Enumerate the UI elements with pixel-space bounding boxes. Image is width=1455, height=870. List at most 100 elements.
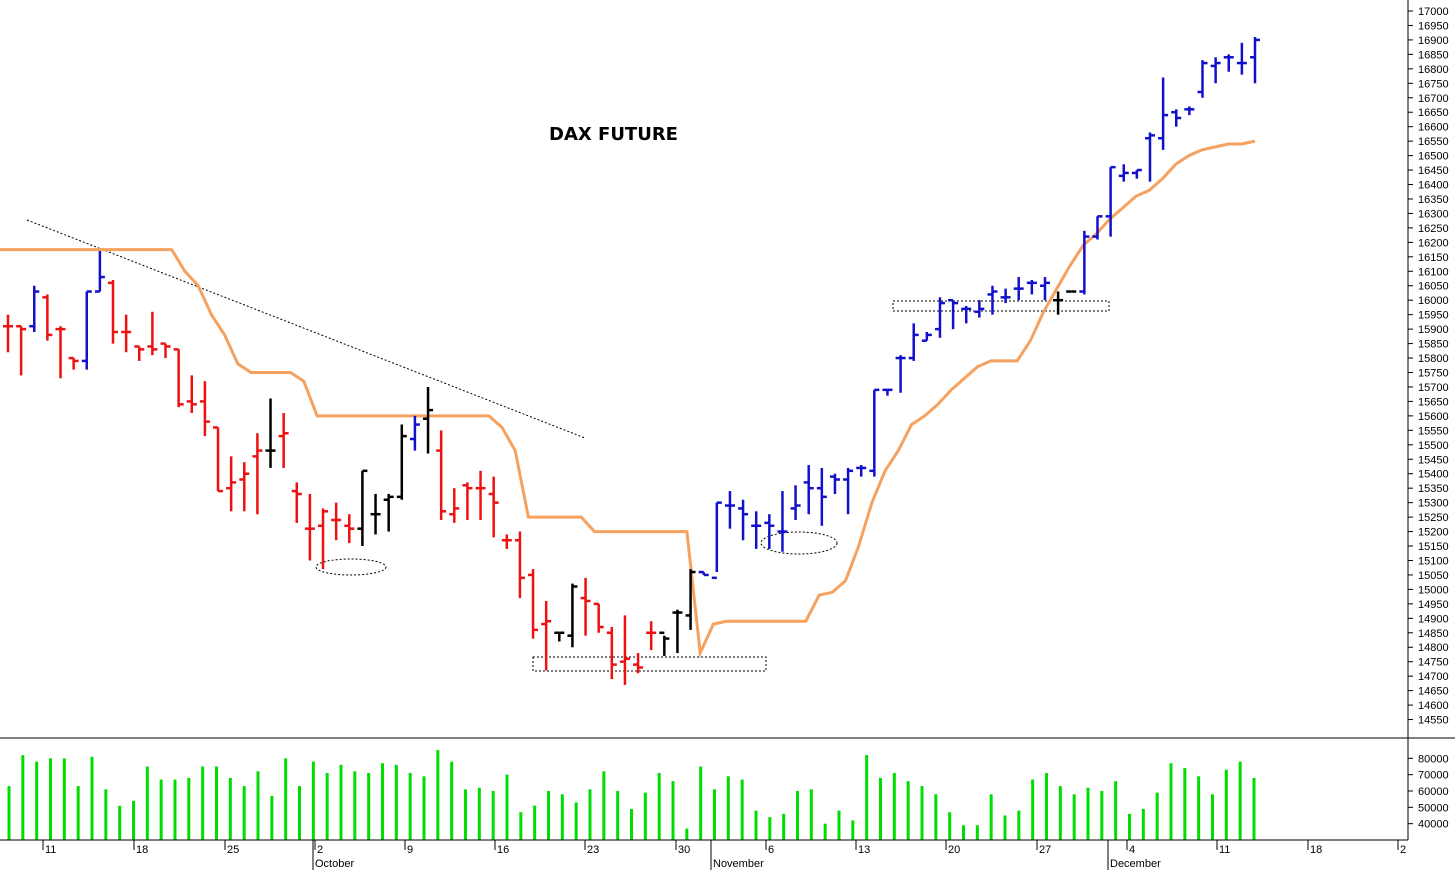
month-label: October (315, 858, 354, 870)
ohlc-bar (383, 493, 394, 532)
price-tick-label: 16550 (1418, 136, 1449, 148)
ohlc-bar (239, 462, 250, 512)
ohlc-bar (488, 476, 499, 538)
ohlc-bar (396, 424, 407, 500)
ohlc-bar (121, 314, 132, 353)
day-label: 4 (1129, 844, 1135, 856)
support-ellipse-november (760, 531, 838, 555)
ohlc-bar (147, 311, 158, 356)
ohlc-bar (921, 332, 932, 342)
price-tick-label: 14700 (1418, 671, 1449, 683)
day-label: 27 (1039, 844, 1051, 856)
month-label: December (1110, 858, 1161, 870)
price-tick-label: 16850 (1418, 49, 1449, 61)
ohlc-bar (1000, 288, 1011, 304)
ohlc-bar (633, 653, 644, 674)
ohlc-bar (252, 433, 263, 515)
day-label: 18 (136, 844, 148, 856)
ohlc-bar (580, 577, 591, 636)
support-ellipse-october (315, 558, 387, 576)
price-tick-label: 15100 (1418, 555, 1449, 567)
ohlc-bar (829, 473, 840, 494)
ohlc-bar (659, 631, 670, 656)
price-tick-label: 15500 (1418, 440, 1449, 452)
price-axis: 14550 14600 14650 14700 14750 14800 14850 14900… (1408, 6, 1449, 727)
price-tick-label: 15700 (1418, 382, 1449, 394)
ohlc-bar (777, 491, 788, 552)
price-tick-label: 16000 (1418, 295, 1449, 307)
price-panel: 14550 14600 14650 14700 14750 14800 14850 14900… (0, 0, 1455, 739)
ohlc-bar (436, 430, 447, 520)
volume-tick-label: 70000 (1418, 770, 1449, 782)
moving-average-line (0, 139, 1256, 659)
ohlc-bar (764, 514, 775, 549)
ohlc-bar (816, 467, 827, 526)
price-tick-label: 14550 (1418, 715, 1449, 727)
ohlc-bar (1184, 106, 1195, 116)
day-label: 9 (407, 844, 413, 856)
ohlc-bar (449, 488, 460, 523)
price-tick-label: 15450 (1418, 454, 1449, 466)
price-tick-label: 14850 (1418, 628, 1449, 640)
ohlc-bar (1079, 230, 1090, 295)
day-label: 20 (948, 844, 960, 856)
ohlc-bar (29, 285, 40, 333)
time-axis: 11 18 25 2 9 16 23 30 6 13 20 27 4 11 18 2 October Novemb… (0, 839, 1408, 870)
ohlc-bar (974, 300, 985, 318)
ohlc-bar (291, 482, 302, 523)
volume-tick-label: 40000 (1418, 819, 1449, 831)
ohlc-bar (357, 469, 368, 547)
day-label: 6 (768, 844, 774, 856)
ohlc-bar (42, 294, 53, 341)
price-tick-label: 14900 (1418, 613, 1449, 625)
ohlc-bar (790, 485, 801, 520)
volume-tick-label: 80000 (1418, 753, 1449, 765)
ohlc-bar (541, 600, 552, 671)
volume-tick-label: 50000 (1418, 802, 1449, 814)
ohlc-bar (1092, 215, 1103, 240)
ohlc-bar (1158, 77, 1169, 150)
ohlc-bar (751, 511, 762, 549)
ohlc-bar (81, 290, 92, 370)
price-tick-label: 15400 (1418, 469, 1449, 481)
ohlc-bar (304, 493, 315, 561)
annotations (26, 219, 1110, 672)
ohlc-bar (685, 569, 696, 630)
ohlc-bar (173, 348, 184, 408)
ohlc-bar (462, 482, 473, 520)
ohlc-bar (1197, 60, 1208, 98)
price-tick-label: 17000 (1418, 6, 1449, 18)
price-tick-label: 16900 (1418, 35, 1449, 47)
ohlc-bar (1144, 132, 1155, 182)
price-tick-label: 15350 (1418, 483, 1449, 495)
price-tick-label: 16700 (1418, 93, 1449, 105)
ohlc-bar (318, 508, 329, 570)
ohlc-bar (199, 381, 210, 437)
volume-panel: 40000 50000 60000 70000 80000 (7, 738, 1449, 840)
ohlc-bar (475, 470, 486, 520)
day-label: 2 (1400, 844, 1406, 856)
ohlc-bar (619, 615, 630, 685)
ohlc-bar (226, 456, 237, 512)
ohlc-bar (1026, 279, 1037, 295)
ohlc-bar (567, 583, 578, 648)
ohlc-bar (856, 465, 867, 477)
price-tick-label: 15550 (1418, 425, 1449, 437)
ohlc-bar (1118, 164, 1129, 182)
price-tick-label: 16350 (1418, 194, 1449, 206)
downtrend-line (26, 219, 586, 439)
price-tick-label: 15050 (1418, 570, 1449, 582)
ohlc-bar (501, 534, 512, 549)
price-tick-label: 16500 (1418, 151, 1449, 163)
ohlc-bar (265, 398, 276, 468)
price-tick-label: 15850 (1418, 339, 1449, 351)
ohlc-bar (987, 285, 998, 315)
day-label: 30 (678, 844, 690, 856)
day-label: 11 (45, 844, 56, 856)
ohlc-bar (423, 386, 434, 454)
price-tick-label: 15750 (1418, 368, 1449, 380)
day-label: 25 (227, 844, 239, 856)
time-axis-labels: 11 18 25 2 9 16 23 30 6 13 20 27 4 11 18 2 October Novemb… (42, 840, 1406, 870)
price-tick-label: 16250 (1418, 223, 1449, 235)
